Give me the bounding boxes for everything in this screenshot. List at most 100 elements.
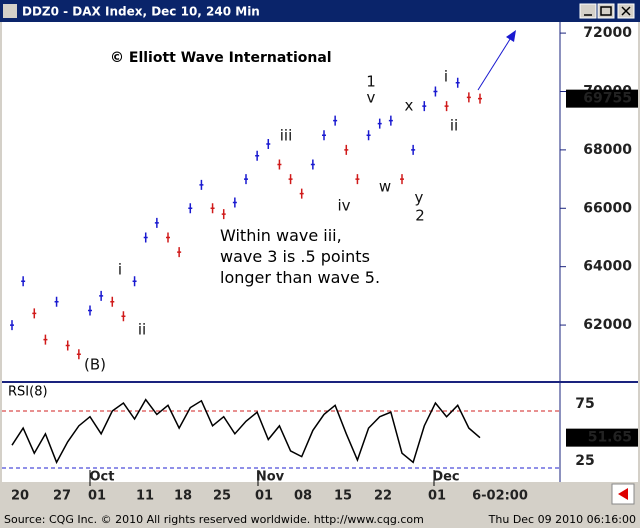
price-bar bbox=[433, 86, 438, 97]
price-bar bbox=[54, 296, 59, 307]
note-text: Within wave iii, wave 3 is .5 points longe… bbox=[220, 226, 380, 287]
wave-label: ii bbox=[138, 321, 146, 339]
price-bar bbox=[121, 311, 126, 322]
day-label: 22 bbox=[374, 489, 392, 504]
price-bar bbox=[188, 203, 193, 214]
price-bar bbox=[288, 174, 293, 185]
price-bar bbox=[199, 179, 204, 190]
price-bar bbox=[244, 174, 248, 185]
button-glyphs bbox=[584, 6, 631, 16]
rsi-line bbox=[11, 398, 481, 465]
wave-label: 2 bbox=[415, 207, 425, 225]
price-bar bbox=[255, 150, 260, 161]
price-bar bbox=[221, 209, 226, 220]
wave-label: v bbox=[367, 89, 376, 107]
price-bar bbox=[333, 115, 338, 126]
day-label: 25 bbox=[213, 489, 231, 504]
price-bar bbox=[355, 174, 360, 185]
y-tick-label: 72000 bbox=[583, 25, 632, 41]
minimize-button[interactable] bbox=[579, 3, 597, 19]
price-bar bbox=[110, 296, 115, 307]
day-label: 01 bbox=[428, 489, 446, 504]
price-bar bbox=[388, 115, 393, 126]
day-label: 15 bbox=[334, 489, 352, 504]
price-bar bbox=[377, 118, 382, 129]
price-bar bbox=[21, 276, 26, 287]
wave-label: i bbox=[118, 261, 122, 279]
month-label: Nov bbox=[256, 470, 285, 485]
day-label: 20 bbox=[11, 489, 29, 504]
last-price: 69755 bbox=[583, 91, 632, 107]
price-bar bbox=[88, 305, 92, 316]
price-bar bbox=[99, 290, 104, 301]
wave-label: x bbox=[405, 97, 414, 115]
price-bar bbox=[455, 77, 460, 88]
price-bar bbox=[400, 174, 404, 185]
day-label: 01 bbox=[255, 489, 273, 504]
price-bar bbox=[210, 203, 215, 214]
wave-label: iii bbox=[280, 127, 293, 145]
y-tick-label: 25 bbox=[575, 453, 594, 469]
day-label: 18 bbox=[174, 489, 192, 504]
copyright: © Elliott Wave International bbox=[110, 50, 332, 66]
price-bar bbox=[366, 130, 371, 141]
arrow-head bbox=[506, 30, 516, 42]
rsi-title: RSI(8) bbox=[8, 385, 48, 400]
wave-label: i bbox=[444, 68, 448, 86]
arrow bbox=[477, 35, 513, 91]
price-bar bbox=[154, 217, 159, 228]
price-bar bbox=[466, 92, 471, 103]
price-bar bbox=[266, 139, 271, 150]
day-label: 6-02:00 bbox=[472, 489, 528, 504]
price-bar bbox=[277, 159, 282, 170]
y-tick-label: 62000 bbox=[583, 317, 632, 333]
price-bar bbox=[177, 247, 182, 258]
status-right: Thu Dec 09 2010 06:16:00 bbox=[488, 513, 636, 526]
last-rsi: 51.65 bbox=[588, 430, 632, 446]
status-left: Source: CQG Inc. © 2010 All rights reser… bbox=[4, 513, 424, 526]
price-bar bbox=[32, 308, 37, 319]
price-bar bbox=[444, 101, 449, 112]
price-bar bbox=[166, 232, 170, 243]
price-bar bbox=[310, 159, 315, 170]
price-bar bbox=[10, 320, 14, 331]
last-rsi-box bbox=[566, 428, 638, 447]
month-label: Oct bbox=[90, 470, 115, 485]
month-label: Dec bbox=[432, 470, 459, 485]
day-label: 08 bbox=[294, 489, 312, 504]
wave-label: y bbox=[415, 189, 424, 207]
y-tick-label: 68000 bbox=[583, 142, 632, 158]
day-label: 01 bbox=[88, 489, 106, 504]
y-tick-label: 75 bbox=[575, 396, 594, 412]
last-price-box bbox=[566, 89, 638, 108]
day-label: 27 bbox=[53, 489, 71, 504]
wave-label: ii bbox=[450, 117, 458, 135]
wave-label: 1 bbox=[366, 73, 376, 91]
price-bar bbox=[344, 144, 349, 155]
price-bar bbox=[76, 349, 81, 360]
day-label: 11 bbox=[136, 489, 154, 504]
wave-label: iv bbox=[337, 197, 350, 215]
price-bar bbox=[143, 232, 148, 243]
wave-label: w bbox=[379, 178, 391, 196]
price-bar bbox=[232, 197, 237, 208]
y-tick-label: 66000 bbox=[583, 200, 632, 216]
price-bar bbox=[132, 276, 137, 287]
wave-label: (B) bbox=[84, 356, 106, 374]
chart-area bbox=[2, 22, 638, 482]
price-bar bbox=[43, 334, 48, 345]
date-strip bbox=[2, 482, 638, 508]
price-bar bbox=[65, 340, 70, 351]
price-bar bbox=[411, 144, 416, 155]
price-bar bbox=[299, 188, 304, 199]
price-bar bbox=[478, 93, 482, 104]
scroll-arrow bbox=[618, 488, 628, 500]
title-bar bbox=[0, 0, 640, 22]
window-icon bbox=[3, 4, 17, 18]
y-tick-label: 64000 bbox=[583, 259, 632, 275]
price-bar bbox=[422, 101, 427, 112]
window-title: DDZ0 - DAX Index, Dec 10, 240 Min bbox=[22, 5, 260, 19]
price-bar bbox=[322, 130, 326, 141]
note: Within wave iii, wave 3 is .5 points longe… bbox=[220, 226, 380, 287]
